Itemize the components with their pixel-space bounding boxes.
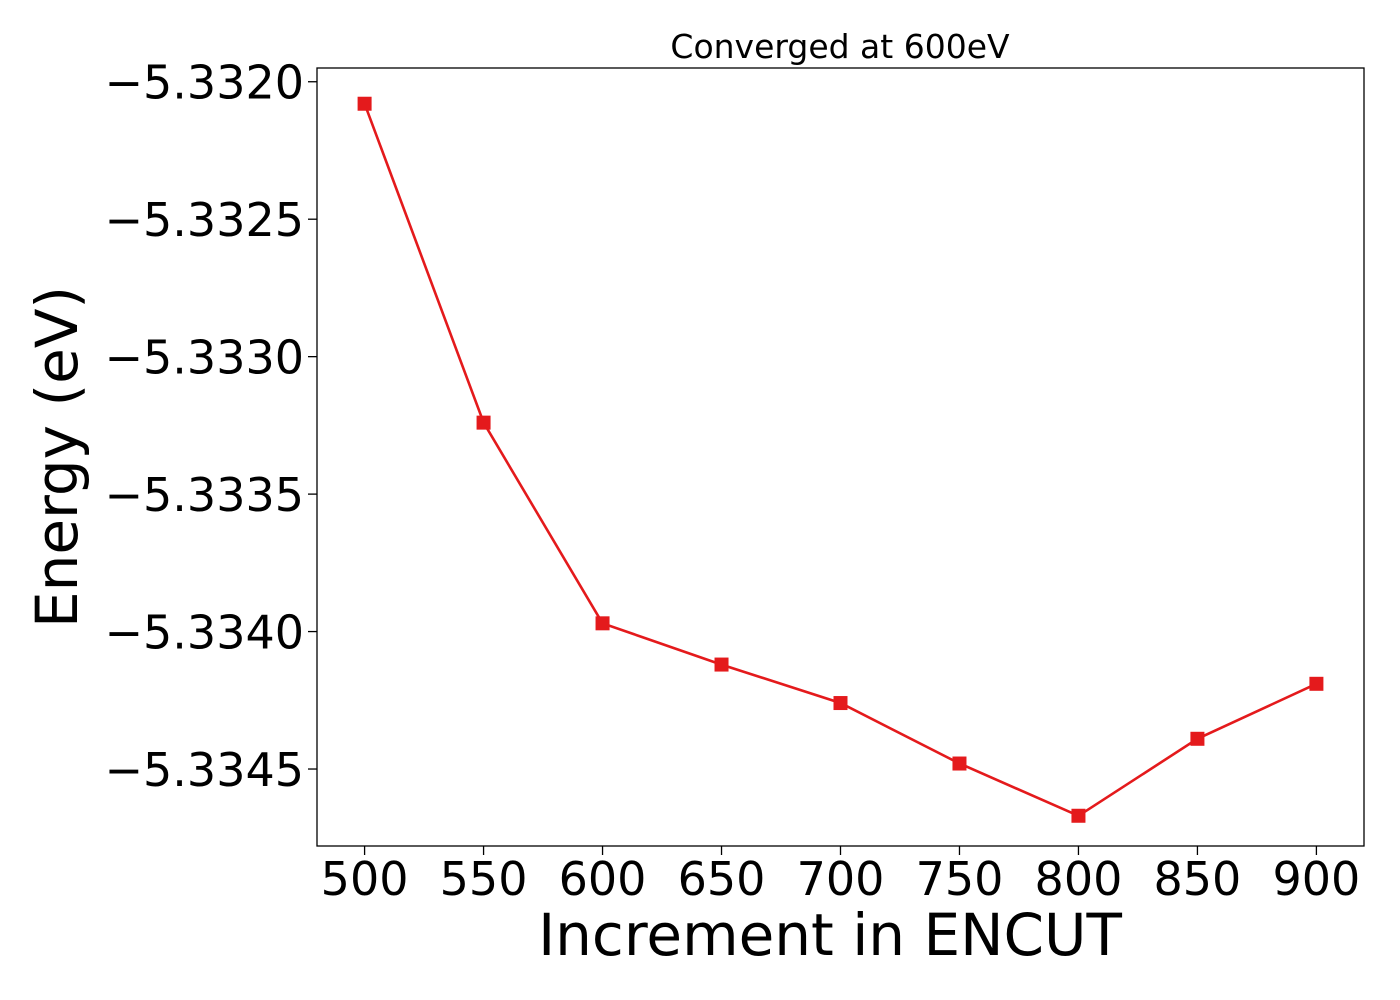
data-point-marker	[1071, 808, 1086, 823]
x-tick-label: 700	[797, 852, 885, 906]
data-point-marker	[595, 616, 610, 631]
data-point-marker	[714, 657, 729, 672]
x-tick-label: 750	[916, 852, 1004, 906]
data-point-marker	[833, 696, 848, 711]
data-point-marker	[1309, 676, 1324, 691]
x-tick-label: 850	[1154, 852, 1242, 906]
y-tick-label: −5.3320	[105, 56, 305, 110]
x-tick-label: 500	[321, 852, 409, 906]
x-tick-label: 800	[1035, 852, 1123, 906]
y-tick-label: −5.3335	[105, 468, 305, 522]
chart-title: Converged at 600eV	[670, 27, 1010, 66]
x-tick-label: 900	[1273, 852, 1361, 906]
y-tick-label: −5.3345	[105, 743, 305, 797]
data-point-marker	[357, 96, 372, 111]
x-tick-label: 600	[559, 852, 647, 906]
data-point-marker	[476, 415, 491, 430]
data-point-marker	[952, 756, 967, 771]
y-axis-label: Energy (eV)	[23, 286, 91, 628]
y-tick-label: −5.3325	[105, 193, 305, 247]
y-tick-label: −5.3340	[105, 606, 305, 660]
x-tick-label: 550	[440, 852, 528, 906]
y-tick-label: −5.3330	[105, 331, 305, 385]
plot-frame	[316, 67, 1365, 847]
x-axis-label: Increment in ENCUT	[538, 901, 1122, 969]
x-tick-label: 650	[678, 852, 766, 906]
data-point-marker	[1190, 731, 1205, 746]
